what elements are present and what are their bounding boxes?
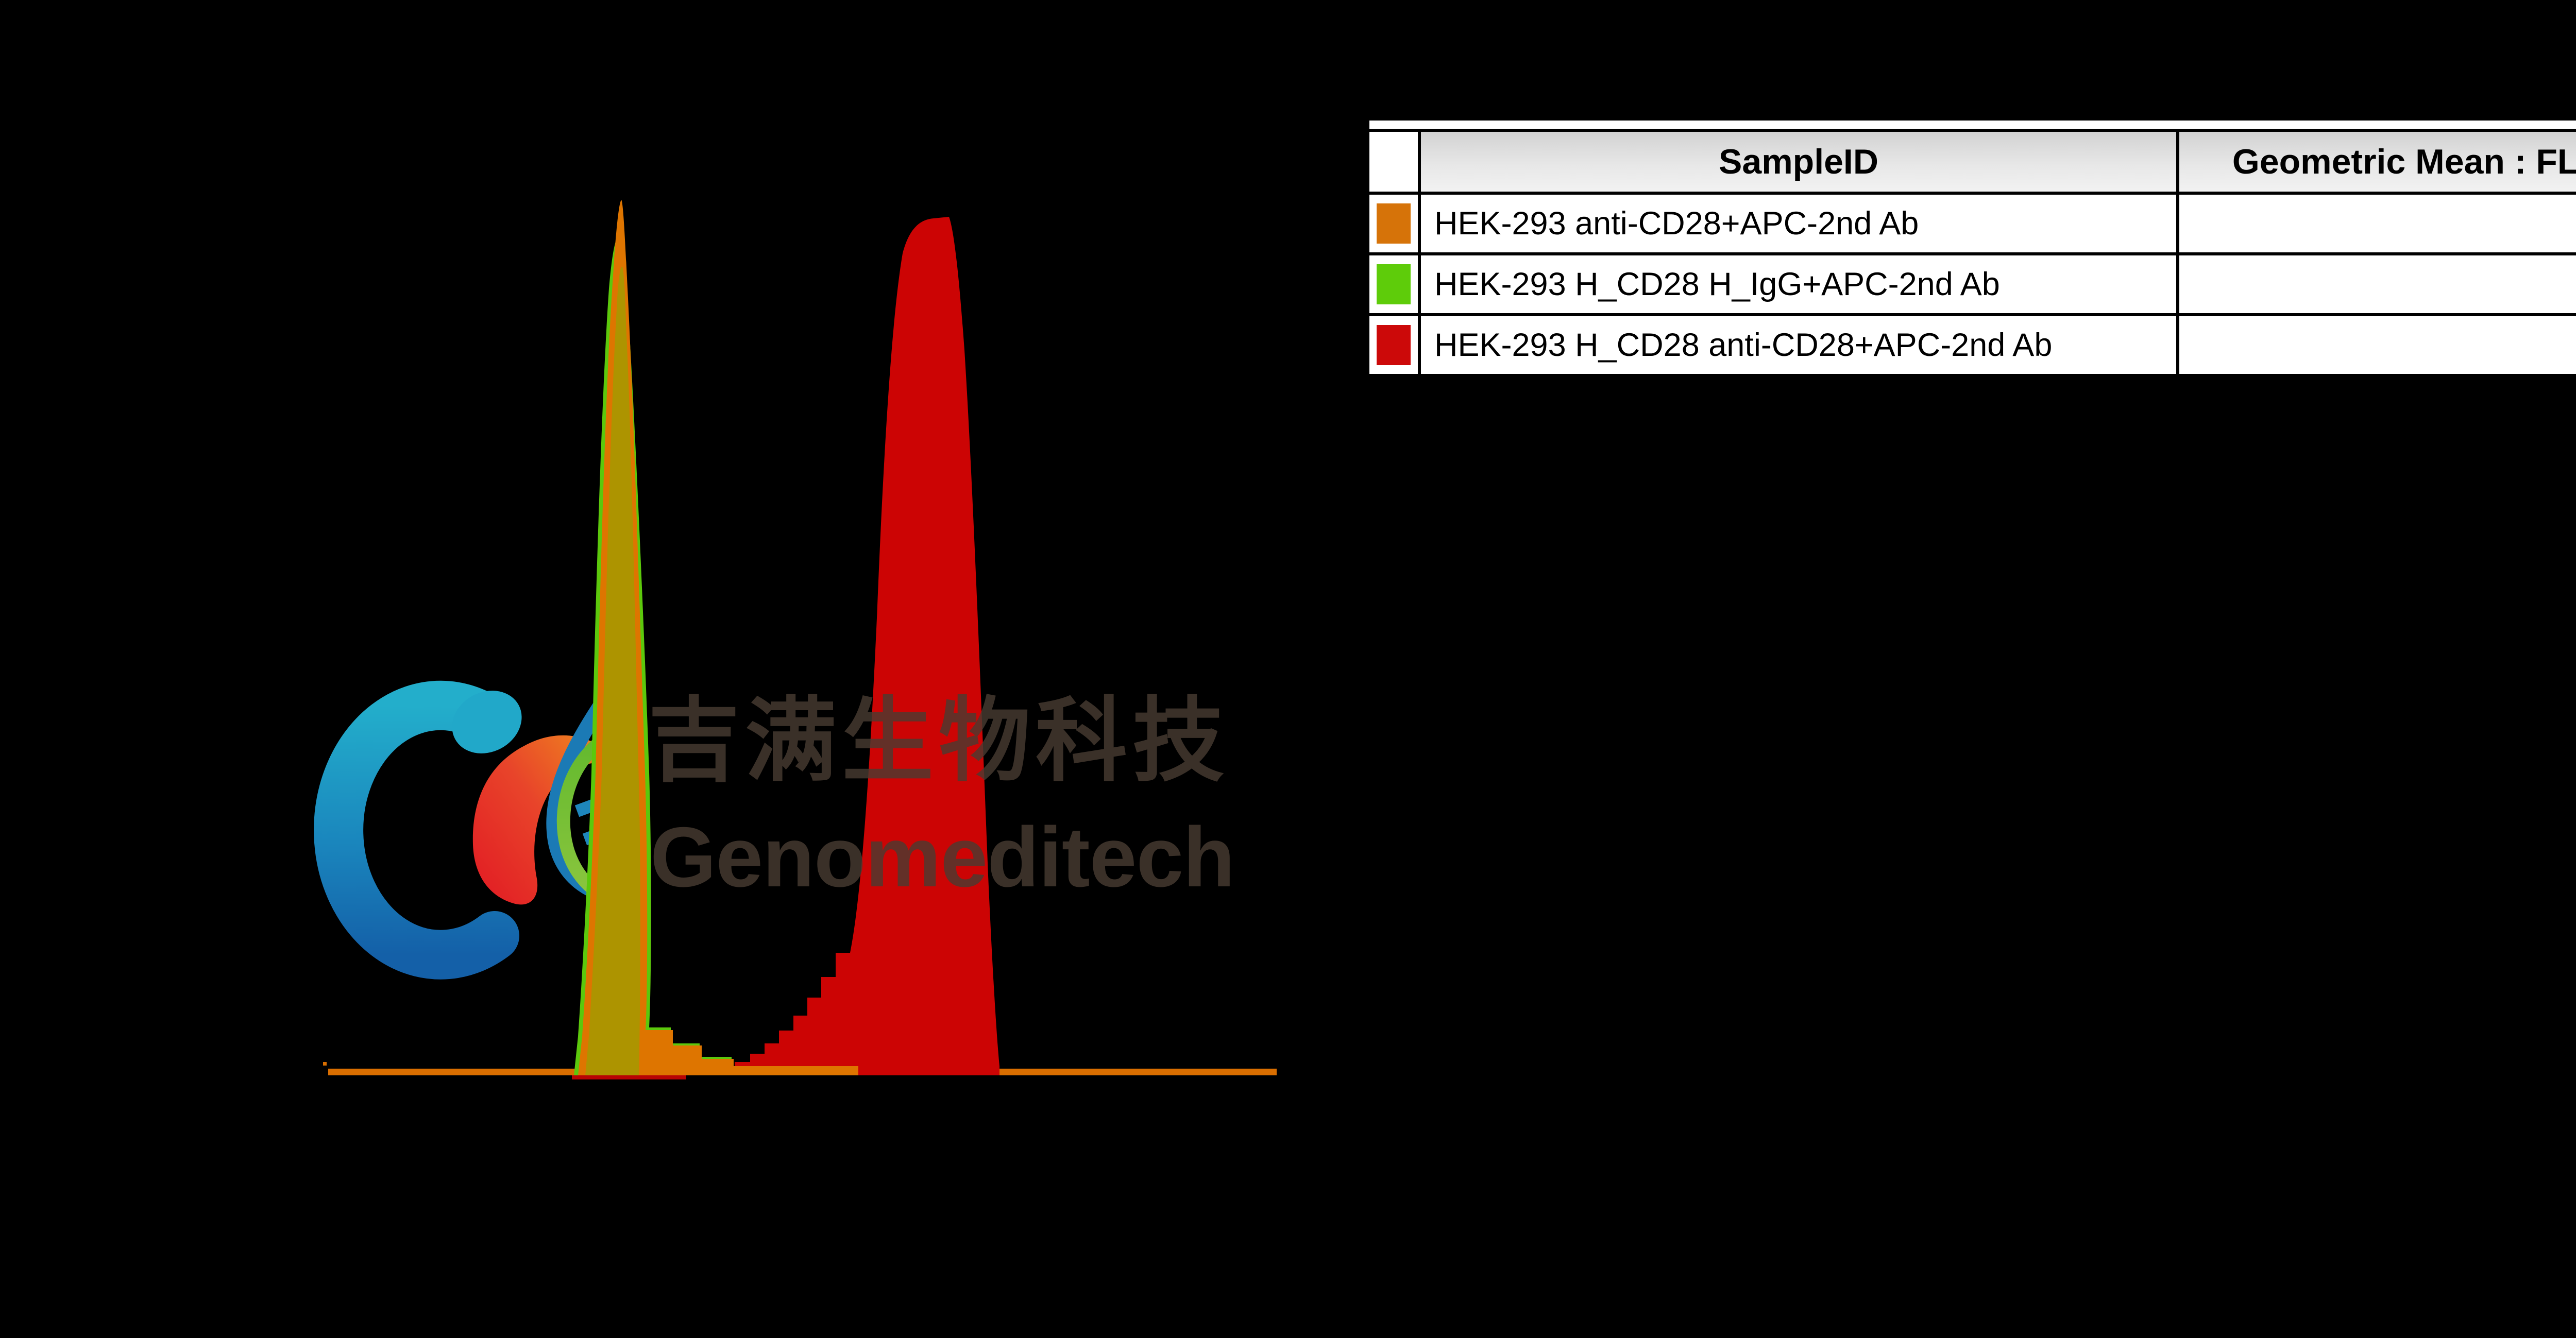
sample-id-label: HEK-293 anti-CD28+APC-2nd Ab	[1434, 205, 1919, 242]
header-label-sampleid: SampleID	[1719, 142, 1878, 181]
table-row: HEK-293 H_CD28 H_IgG+APC-2nd Ab 1087	[1369, 255, 2576, 316]
red-histogram-area	[717, 217, 999, 1075]
geomean-value-cell: 1087	[2179, 255, 2576, 313]
geomean-value-cell: 1.23E6	[2179, 316, 2576, 374]
logo-blue-swirl	[314, 680, 519, 980]
legend-table: SampleID Geometric Mean : FL11-H HEK-293…	[1366, 117, 2576, 379]
header-label-geomean: Geometric Mean : FL11-H	[2232, 142, 2576, 181]
overlap-histogram-area	[585, 266, 641, 1075]
watermark-company-name-cn: 吉满生物科技	[648, 690, 1229, 792]
sample-id-cell: HEK-293 anti-CD28+APC-2nd Ab	[1421, 195, 2179, 252]
color-swatch-red	[1377, 325, 1411, 365]
watermark-company-name-en: Genomeditech	[650, 810, 1235, 904]
sample-id-cell: HEK-293 H_CD28 H_IgG+APC-2nd Ab	[1421, 255, 2179, 313]
sample-id-cell: HEK-293 H_CD28 anti-CD28+APC-2nd Ab	[1421, 316, 2179, 374]
header-cell-geomean: Geometric Mean : FL11-H	[2179, 132, 2576, 192]
color-swatch-green	[1377, 264, 1411, 304]
logo-blue-lobe	[452, 691, 522, 753]
color-swatch-orange	[1377, 203, 1411, 244]
swatch-cell	[1369, 195, 1421, 252]
sample-id-label: HEK-293 H_CD28 anti-CD28+APC-2nd Ab	[1434, 327, 2053, 363]
swatch-cell	[1369, 255, 1421, 313]
geomean-value-cell: 1239	[2179, 195, 2576, 252]
header-cell-sampleid: SampleID	[1421, 132, 2179, 192]
table-header-row: SampleID Geometric Mean : FL11-H	[1369, 132, 2576, 195]
table-row: HEK-293 anti-CD28+APC-2nd Ab 1239	[1369, 195, 2576, 255]
table-row: HEK-293 H_CD28 anti-CD28+APC-2nd Ab 1.23…	[1369, 316, 2576, 374]
table-top-spacer	[1369, 121, 2576, 132]
histogram-layers	[323, 200, 1277, 1079]
sample-id-label: HEK-293 H_CD28 H_IgG+APC-2nd Ab	[1434, 266, 2000, 302]
header-cell-swatch	[1369, 132, 1421, 192]
baseline-tick	[323, 1062, 327, 1066]
logo-red-swirl	[472, 735, 621, 905]
swatch-cell	[1369, 316, 1421, 374]
